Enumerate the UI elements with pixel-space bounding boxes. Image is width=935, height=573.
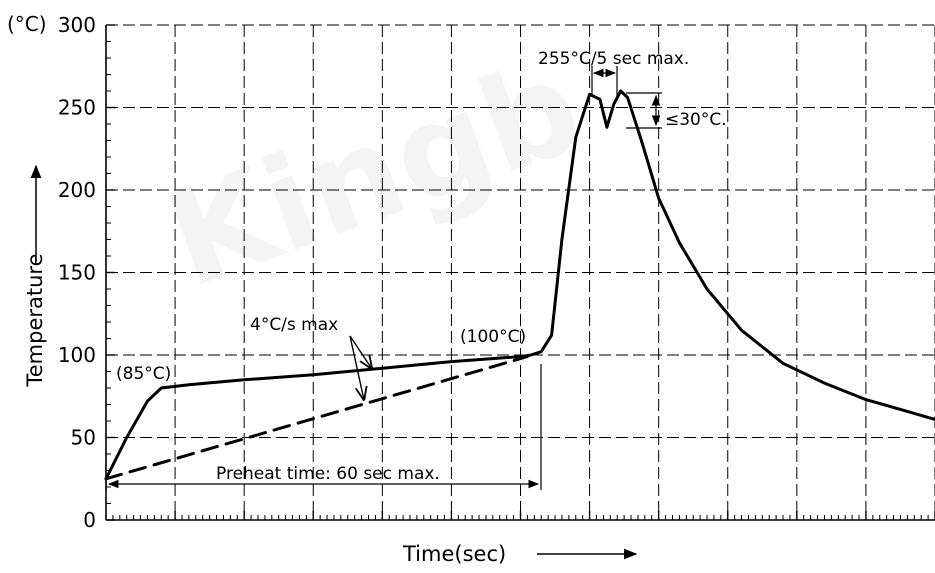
grid-lines [106,24,935,520]
y-unit-label: (°C) [7,12,47,36]
label-preheat: Preheat time: 60 sec max. [216,464,440,484]
watermark: Kingb [149,29,599,317]
annotations: (85°C) (100°C) 4°C/s max 255°C/5 sec max… [105,49,727,490]
slope-pointer-dashed [349,335,364,400]
axes [105,24,935,521]
label-peak: 255°C/5 sec max. [538,49,689,69]
y-tick-labels: 0 50 100 150 200 250 300 [58,13,96,532]
y-tick-label: 200 [58,178,96,202]
y-tick-label: 250 [58,96,96,120]
y-tick-label: 50 [71,426,96,450]
slope-pointer-solid [349,335,372,369]
dashed-ramp-line [104,355,529,481]
label-slope: 4°C/s max [250,315,338,335]
x-axis-title: Time(sec) [402,542,506,566]
y-tick-label: 300 [58,13,96,37]
label-100c: (100°C) [460,327,526,347]
reflow-profile-line [104,89,935,481]
y-axis-title-group: Temperature [23,164,47,388]
y-axis-title: Temperature [23,253,47,387]
y-tick-label: 0 [83,508,96,532]
y-tick-label: 100 [58,343,96,367]
x-axis-title-group: Time(sec) [402,542,638,566]
label-dip: ≤30°C. [665,110,727,130]
label-85c: (85°C) [116,364,171,384]
series-layer [104,89,935,481]
y-tick-label: 150 [58,261,96,285]
